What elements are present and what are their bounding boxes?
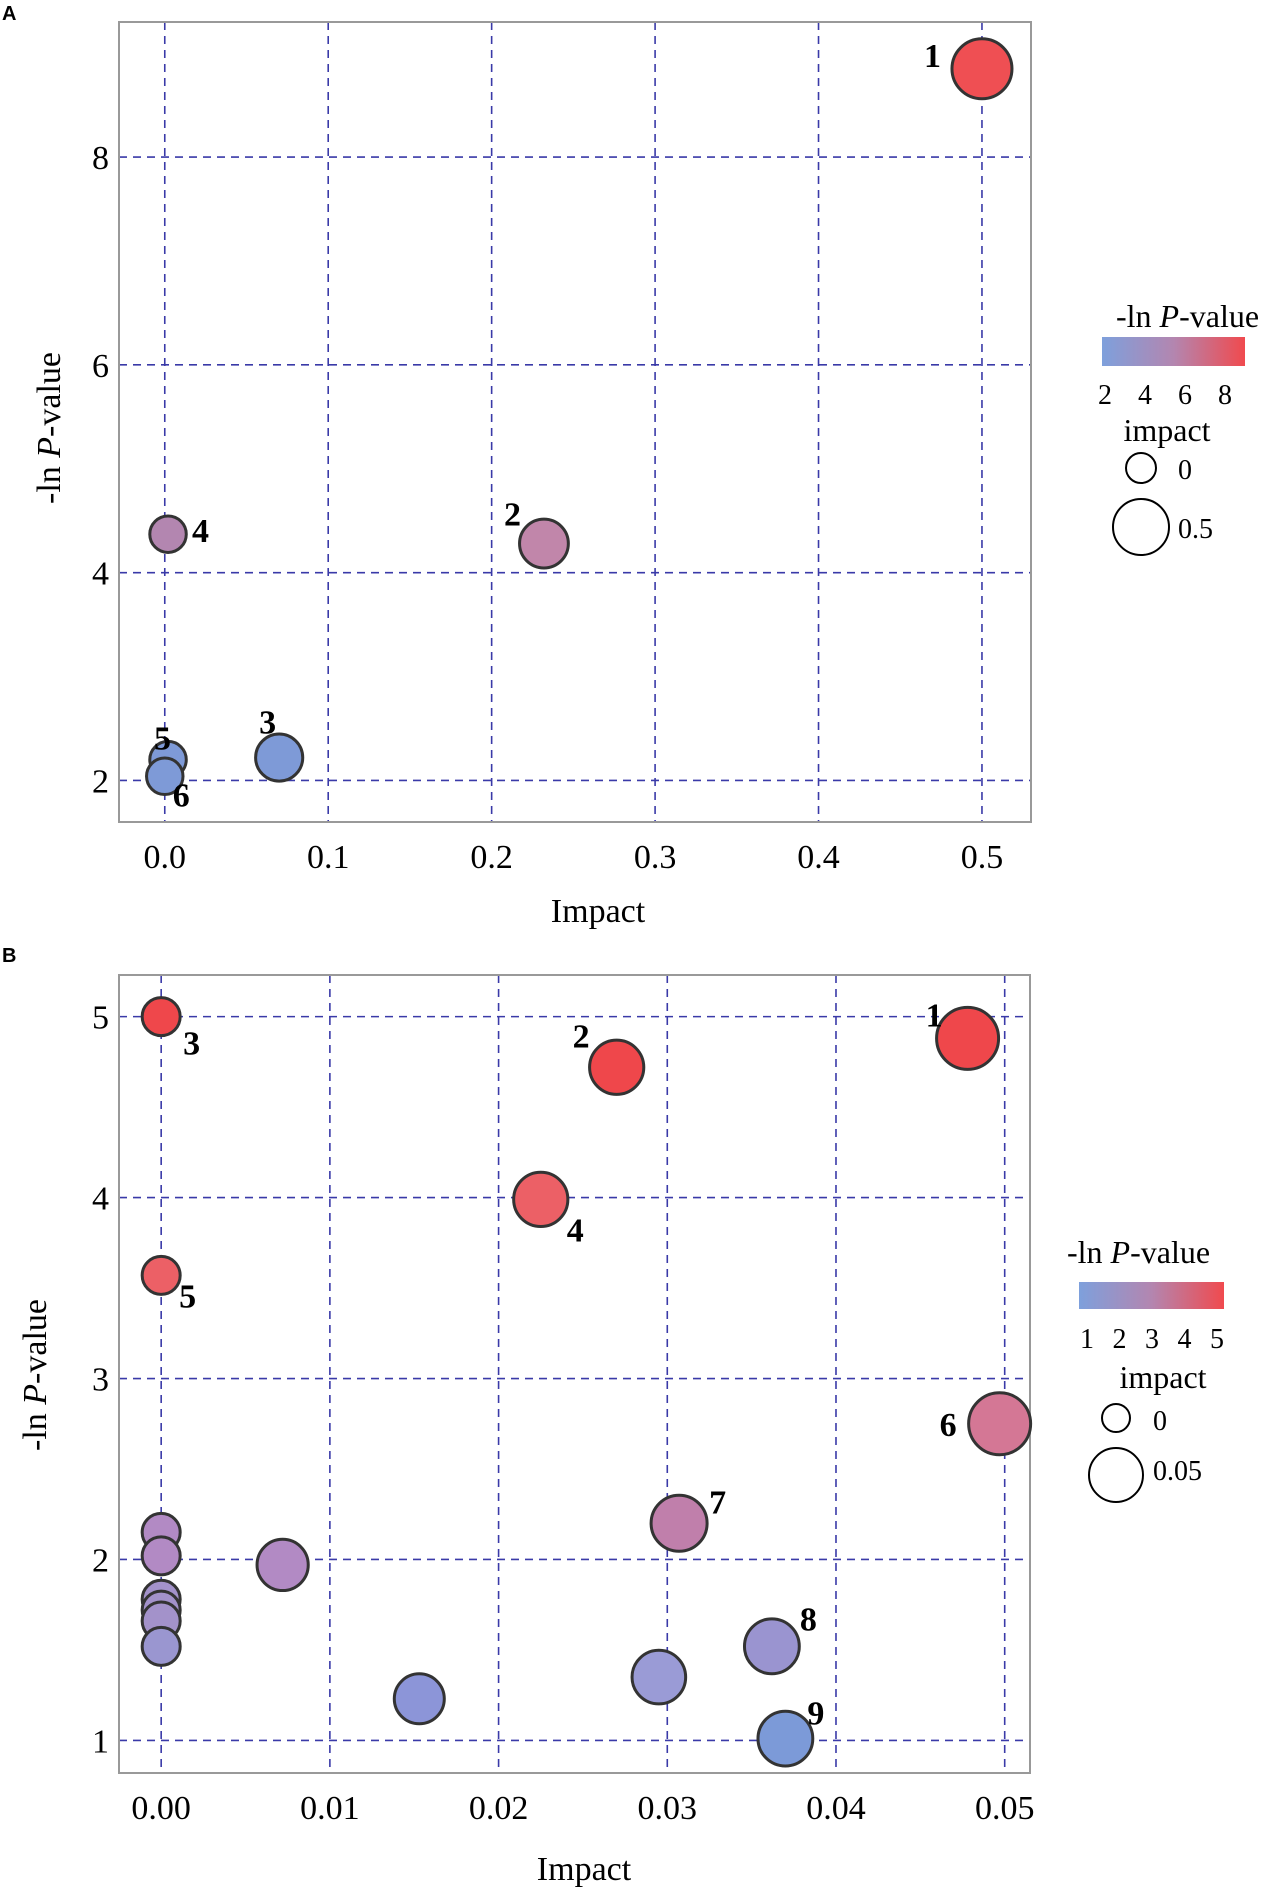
panel-b-point [140,1535,182,1577]
panel-b-point [392,1672,446,1726]
panel-a-color-tick-label: 8 [1218,380,1232,411]
panel-a-point-4 [148,514,188,554]
panel-a-size-label-large: 0.5 [1178,514,1213,545]
panel-a-y-tick-label: 8 [92,140,109,177]
panel-b-size-label-large: 0.05 [1153,1456,1202,1487]
panel-b-color-tick-label: 4 [1178,1324,1192,1355]
panel-a-size-key-small [1125,452,1157,484]
panel-b-points: 1 2 3 4 5 6 7 8 9 [140,996,1033,1768]
panel-b-point-label-5: 5 [179,1278,196,1315]
panel-a-point-label-5: 5 [154,721,171,758]
panel-b-size-key-small [1101,1403,1131,1433]
panel-a-point-1 [950,37,1014,101]
panel-b-size-key-large [1088,1447,1144,1503]
panel-a-x-tick-label: 0.0 [144,839,187,876]
panel-b-point-7 [649,1493,709,1553]
panel-b-point-label-9: 9 [807,1696,824,1733]
panel-a-x-tick-label: 0.3 [634,839,677,876]
panel-a-point-label-1: 1 [924,38,941,75]
panel-b-point-label-8: 8 [800,1601,817,1638]
panel-a-legend-color-title: -ln P-value [1116,298,1259,334]
panel-a-color-bar [1102,337,1245,366]
panel-a-x-axis-label: Impact [551,893,646,930]
panel-b-color-tick-label: 2 [1113,1324,1127,1355]
panel-a-gridlines [119,22,1031,822]
panel-b-point-6 [967,1391,1033,1457]
panel-b-y-tick-label: 3 [92,1362,109,1399]
panel-b-x-tick-label: 0.04 [806,1790,866,1827]
panel-a-x-ticks: 0.0 0.1 0.2 0.3 0.4 0.5 [144,839,1004,876]
panel-a-point-label-3: 3 [259,705,276,742]
panel-a-y-axis-label: -ln P-value [31,352,68,504]
panel-b-point-3 [140,996,182,1038]
panel-b-y-tick-label: 2 [92,1542,109,1579]
panel-b-x-tick-label: 0.02 [469,1790,529,1827]
panel-b-gridlines [119,975,1030,1773]
panel-b-x-axis-label: Impact [537,1851,632,1888]
panel-b-y-axis-label: -ln P-value [17,1299,54,1451]
panel-b-point-1 [935,1005,1001,1071]
panel-b-legend-size-title: impact [1119,1359,1206,1395]
panel-b-y-tick-label: 5 [92,1000,109,1037]
panel-b-point-label-7: 7 [709,1484,726,1521]
panel-letter-b: B [2,945,16,967]
panel-a-x-tick-label: 0.4 [797,839,840,876]
panel-b-point [140,1625,182,1667]
panel-b-x-tick-label: 0.05 [975,1790,1035,1827]
panel-b-x-ticks: 0.00 0.01 0.02 0.03 0.04 0.05 [131,1790,1034,1827]
panel-b-point-label-1: 1 [926,997,943,1034]
panel-a-y-tick-label: 6 [92,348,109,385]
panel-a-color-tick-label: 2 [1098,380,1112,411]
panel-a-x-tick-label: 0.2 [470,839,513,876]
panel-b-x-tick-label: 0.03 [638,1790,698,1827]
panel-a-points: 1 2 3 4 56 [145,37,1014,814]
panel-b-point [255,1537,310,1593]
panel-b-point [630,1648,688,1706]
panel-b-point-label-2: 2 [573,1018,590,1055]
panel-a-point-label-6: 6 [173,777,190,814]
panel-a-x-tick-label: 0.1 [307,839,350,876]
panel-b-point-8 [742,1617,801,1676]
panel-b-color-tick-label: 3 [1145,1324,1159,1355]
panel-a-size-key-large [1112,498,1170,556]
panel-b-x-tick-label: 0.01 [300,1790,360,1827]
panel-b-y-ticks: 1 2 3 4 5 [92,1000,109,1761]
panel-b-color-tick-label: 1 [1080,1324,1094,1355]
panel-a-point-label-2: 2 [504,497,521,534]
panel-a-point-6 [145,756,185,797]
panel-a-x-tick-label: 0.5 [961,839,1004,876]
panel-b-point-label-6: 6 [940,1407,957,1444]
panel-b-y-tick-label: 4 [92,1181,109,1218]
panel-b-point-9 [756,1709,815,1768]
panel-b-point-label-3: 3 [183,1026,200,1063]
panel-a-point-label-4: 4 [192,513,209,550]
panel-a-color-tick-label: 4 [1138,380,1152,411]
panel-b-y-tick-label: 1 [92,1723,109,1760]
panel-b-point-5 [140,1254,182,1296]
panel-b-color-bar [1079,1282,1224,1309]
panel-b-color-tick-label: 5 [1210,1324,1224,1355]
panel-a-point-3 [254,732,305,783]
panel-letter-a: A [2,3,16,25]
panel-a-size-label-small: 0 [1178,455,1192,486]
panel-a-y-ticks: 2 4 6 8 [92,140,109,800]
panel-a-legend-size-title: impact [1123,412,1210,448]
panel-a-y-tick-label: 4 [92,556,109,593]
panel-a-point-2 [518,517,570,570]
panel-b-frame [118,974,1031,1774]
panel-a-color-tick-label: 6 [1178,380,1192,411]
panel-b-point-label-4: 4 [567,1212,584,1249]
panel-a-y-tick-label: 2 [92,763,109,800]
panel-b-x-tick-label: 0.00 [131,1790,191,1827]
panel-b-size-label-small: 0 [1153,1406,1167,1437]
panel-a-frame [118,21,1032,823]
panel-b-point-4 [512,1170,570,1228]
panel-b-point-2 [588,1038,646,1096]
panel-b-legend-color-title: -ln P-value [1067,1234,1210,1270]
